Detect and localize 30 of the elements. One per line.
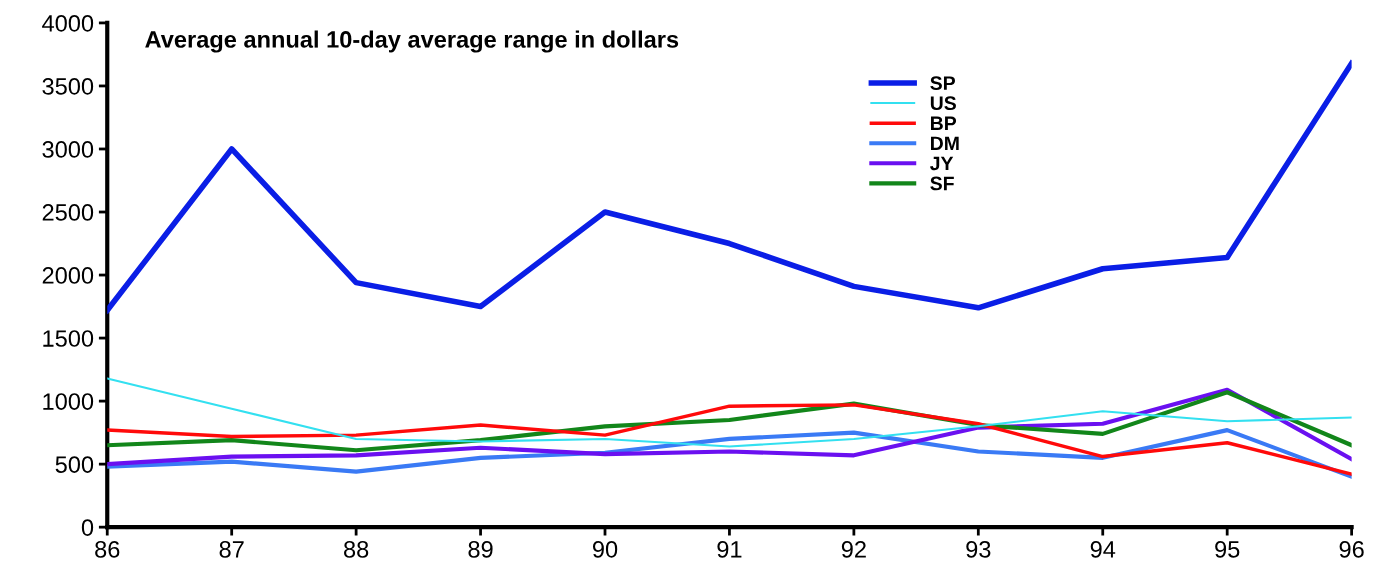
legend-label: DM [931, 136, 959, 151]
legend-label: US [930, 96, 956, 111]
x-tick-label: 93 [966, 540, 991, 558]
x-tick-label: 96 [1339, 540, 1364, 558]
x-tick-label: 87 [219, 540, 244, 558]
chart-title: Average annual 10-day average range in dollars [145, 30, 679, 53]
y-tick-label: 1000 [43, 393, 94, 410]
y-tick-label: 1500 [43, 330, 94, 347]
legend-label: BP [931, 116, 957, 130]
y-tick-label: 3000 [42, 141, 94, 158]
y-tick-label: 2500 [42, 204, 94, 221]
y-tick-label: 3500 [42, 78, 94, 95]
x-tick-label: 91 [717, 540, 742, 558]
x-tick-label: 88 [344, 540, 369, 558]
y-tick-label: 4000 [42, 14, 94, 32]
line-series [107, 377, 1352, 448]
x-tick-label: 86 [95, 540, 120, 558]
y-tick-label: 0 [81, 519, 94, 536]
x-tick-label: 92 [841, 540, 866, 558]
x-tick-label: 95 [1215, 540, 1240, 558]
x-tick-label: 90 [592, 540, 618, 558]
line-series [107, 387, 1352, 467]
legend-label: JY [930, 156, 954, 171]
legend-label: SF [930, 176, 954, 191]
line-series [107, 403, 1352, 476]
x-tick-label: 94 [1090, 540, 1116, 558]
legend-label: SP [930, 76, 955, 90]
y-tick-label: 500 [55, 456, 94, 473]
x-tick-label: 89 [468, 540, 493, 558]
y-tick-label: 2000 [42, 267, 94, 284]
